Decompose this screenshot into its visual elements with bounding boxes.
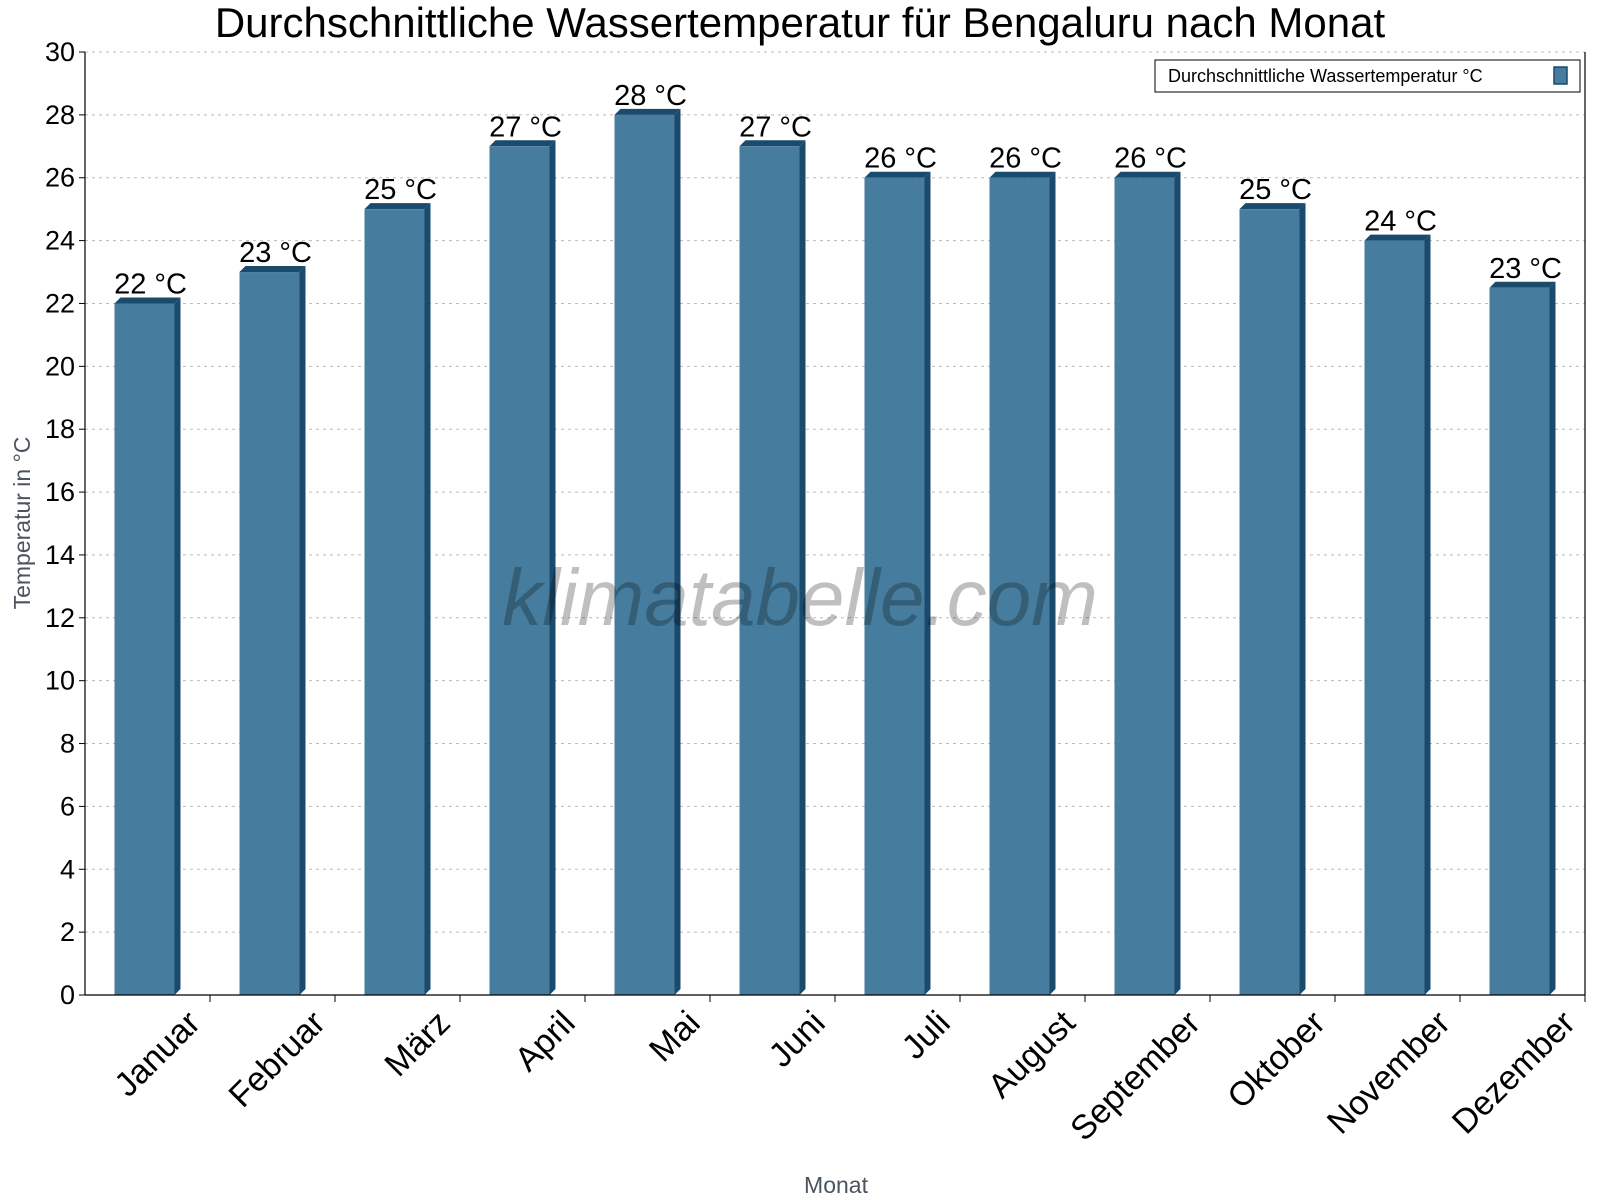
- data-label: 23 °C: [239, 237, 312, 269]
- data-label: 23 °C: [1489, 253, 1562, 285]
- bar-top: [1114, 171, 1181, 178]
- y-tick-label: 28: [45, 100, 75, 130]
- x-axis-label: Monat: [804, 1172, 869, 1198]
- bar-top: [989, 171, 1056, 178]
- y-tick-label: 8: [60, 729, 75, 759]
- y-tick-label: 22: [45, 288, 75, 318]
- y-tick-label: 24: [45, 226, 75, 256]
- legend: Durchschnittliche Wassertemperatur °C: [1154, 59, 1581, 93]
- y-tick-label: 30: [45, 37, 75, 67]
- bar: [1364, 240, 1425, 996]
- y-tick-label: 16: [45, 477, 75, 507]
- bar-side: [1299, 203, 1306, 995]
- bar: [489, 146, 550, 996]
- bar-side: [1424, 234, 1431, 996]
- data-label: 25 °C: [1239, 174, 1312, 206]
- bar-side: [799, 140, 806, 996]
- data-label: 27 °C: [489, 111, 562, 143]
- bar: [1239, 209, 1300, 995]
- y-tick-label: 0: [60, 980, 75, 1010]
- y-tick-label: 20: [45, 351, 75, 381]
- bar: [989, 177, 1050, 995]
- bar-top: [739, 140, 806, 147]
- bar-side: [1549, 281, 1556, 995]
- bar-top: [1489, 281, 1556, 288]
- bar-side: [924, 171, 931, 995]
- data-label: 24 °C: [1364, 206, 1437, 238]
- x-tick-label: November: [1320, 1004, 1458, 1142]
- x-tick-label: August: [981, 1003, 1083, 1105]
- bar: [239, 272, 300, 995]
- data-label: 27 °C: [739, 111, 812, 143]
- bar-side: [424, 203, 431, 995]
- bar-side: [1049, 171, 1056, 995]
- bar-side: [299, 266, 306, 995]
- bar-side: [1174, 171, 1181, 995]
- bar-top: [364, 203, 431, 210]
- bars: 22 °C 23 °C 25 °C 27 °C 28 °C 27 °C 26 °C 26 °C…: [114, 80, 1562, 996]
- bar: [364, 209, 425, 995]
- x-tick-label: März: [377, 1004, 457, 1084]
- y-tick-label: 12: [45, 603, 75, 633]
- data-label: 26 °C: [1114, 143, 1187, 175]
- y-tick-label: 10: [45, 666, 75, 696]
- x-tick-label: Juli: [895, 1004, 958, 1067]
- bar-top: [489, 140, 556, 147]
- data-label: 26 °C: [864, 143, 937, 175]
- y-tick-label: 2: [60, 917, 75, 947]
- data-label: 28 °C: [614, 80, 687, 112]
- x-tick-label: September: [1063, 1004, 1207, 1148]
- y-axis-label: Temperatur in °C: [9, 437, 35, 610]
- bar-side: [174, 297, 181, 995]
- bar: [1489, 287, 1550, 995]
- gridlines: [85, 51, 1585, 933]
- data-label: 25 °C: [364, 174, 437, 206]
- bar: [614, 114, 675, 995]
- x-tick-label: Oktober: [1220, 1004, 1332, 1116]
- x-tick-label: Juni: [762, 1004, 833, 1075]
- bar-top: [114, 297, 181, 304]
- x-tick-label: Dezember: [1445, 1004, 1583, 1142]
- y-tick-label: 6: [60, 791, 75, 821]
- bar-top: [1239, 203, 1306, 210]
- bar-side: [549, 140, 556, 996]
- y-tick-label: 18: [45, 414, 75, 444]
- bar-top: [864, 171, 931, 178]
- y-tick-label: 14: [45, 540, 75, 570]
- bar-top: [239, 266, 306, 273]
- bar: [739, 146, 800, 996]
- watermark: klimatabelle.com: [502, 553, 1098, 642]
- bar: [114, 303, 175, 995]
- x-tick-label: April: [508, 1004, 583, 1079]
- legend-swatch: [1553, 66, 1568, 85]
- x-tick-label: Mai: [642, 1004, 708, 1070]
- x-tick-label: Februar: [222, 1004, 333, 1115]
- bar: [864, 177, 925, 995]
- bar-top: [614, 108, 681, 115]
- chart-title: Durchschnittliche Wassertemperatur für B…: [215, 0, 1386, 46]
- bar-top: [1364, 234, 1431, 241]
- data-label: 26 °C: [989, 143, 1062, 175]
- y-tick-label: 4: [60, 854, 75, 884]
- bar-side: [674, 108, 681, 995]
- y-tick-label: 26: [45, 163, 75, 193]
- data-label: 22 °C: [114, 268, 187, 300]
- x-tick-label: Januar: [107, 1004, 207, 1104]
- bar: [1114, 177, 1175, 995]
- legend-label: Durchschnittliche Wassertemperatur °C: [1168, 66, 1483, 86]
